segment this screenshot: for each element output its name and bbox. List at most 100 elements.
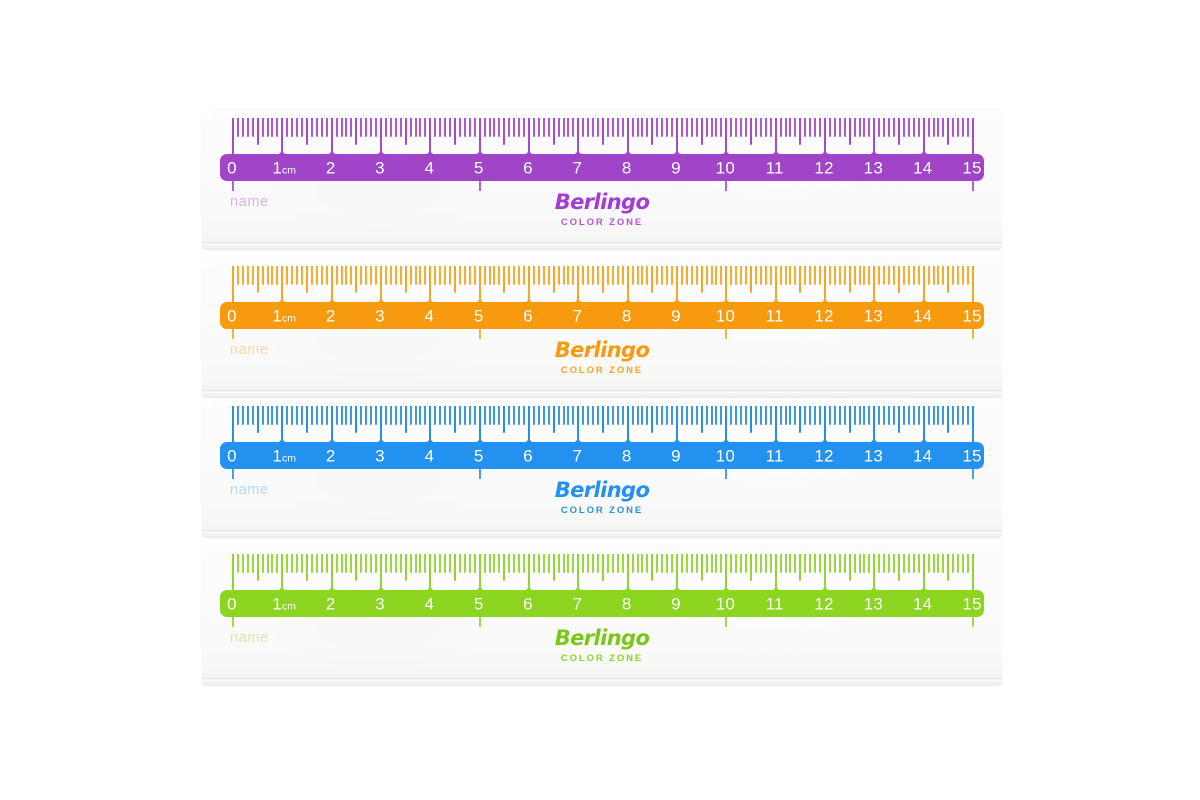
tick-mm [384, 406, 387, 425]
tick-mm [523, 266, 526, 285]
scale-number-12: 12 [814, 307, 833, 324]
brand-tagline: COLOR ZONE [560, 365, 644, 376]
tick-mm [389, 406, 392, 425]
tick-half-cm [306, 266, 308, 293]
undertick-5cm [478, 617, 481, 627]
tick-mm [493, 266, 496, 285]
tick-mm [656, 118, 659, 137]
tick-half-cm [947, 266, 950, 293]
scale-number-13: 13 [864, 307, 883, 324]
scale-number-11: 11 [766, 159, 784, 176]
tick-mm [409, 118, 412, 137]
ruler-orange: 0 1cm 2 3 4 5 6 7 8 9 10 11 12 13 14 15 name Berlingo COLO… [202, 258, 1002, 398]
tick-mm [917, 406, 920, 425]
scale-number-value: 9 [671, 306, 681, 325]
tick-mm [266, 118, 269, 137]
tick-mm [542, 406, 545, 425]
tick-mm [735, 406, 738, 425]
brand-logo: Berlingo COLOR ZONE [555, 628, 650, 664]
tick-mm [764, 406, 767, 425]
undertick-10cm [725, 617, 728, 627]
tick-mm [804, 266, 807, 285]
scale-number-value: 6 [523, 446, 533, 465]
tick-mm [611, 554, 614, 573]
scale-number-value: 10 [715, 158, 735, 177]
scale-number-value: 13 [863, 594, 883, 613]
tick-mm [518, 554, 521, 573]
tick-mm [661, 118, 664, 137]
tick-mm [513, 266, 516, 285]
scale-number-10: 10 [716, 307, 735, 324]
tick-cm [626, 406, 629, 444]
tick-mm [439, 554, 442, 573]
tick-half-cm [651, 406, 654, 433]
tick-mm [335, 118, 338, 137]
tick-mm [606, 266, 609, 285]
tick-mm [236, 266, 239, 285]
scale-number-value: 4 [424, 446, 435, 465]
tick-mm [399, 554, 402, 573]
ruler-corner-notch [202, 546, 211, 555]
tick-mm [730, 554, 733, 573]
tick-mm [828, 406, 831, 425]
scale-number-1: 1cm [272, 447, 296, 464]
tick-mm [562, 266, 565, 285]
tick-half-cm [454, 118, 456, 145]
scale-number-4: 4 [425, 307, 435, 324]
tick-mm [567, 406, 570, 425]
tick-mm [769, 118, 772, 137]
tick-half-cm [750, 266, 752, 293]
tick-mm [631, 118, 634, 137]
tick-mm [592, 118, 595, 137]
tick-mm [557, 118, 560, 137]
tick-mm [745, 554, 748, 573]
tick-mm [759, 406, 762, 425]
tick-mm [927, 554, 930, 573]
scale-unit-label: cm [281, 164, 296, 176]
tick-mm [804, 118, 807, 137]
brand-wordmark: Berlingo [554, 338, 650, 362]
tick-mm [532, 266, 535, 285]
tick-half-cm [750, 118, 752, 145]
tick-mm [276, 554, 279, 573]
tick-mm [449, 554, 452, 573]
tick-mm [463, 406, 466, 425]
tick-cm [676, 406, 678, 444]
scale-number-value: 15 [962, 446, 982, 465]
tick-mm [434, 118, 437, 137]
scale-number-value: 5 [473, 446, 484, 465]
tick-cm [281, 118, 284, 156]
tick-mm [769, 406, 772, 425]
tick-mm [493, 118, 496, 137]
tick-mm [730, 266, 733, 285]
tick-mm [424, 118, 427, 137]
tick-mm [715, 554, 718, 573]
tick-half-cm [700, 554, 703, 581]
tick-mm [582, 554, 585, 573]
brand-logo: Berlingo COLOR ZONE [555, 192, 650, 228]
tick-mm [498, 406, 501, 425]
tick-half-cm [947, 118, 950, 145]
tick-mm [858, 118, 861, 137]
tick-mm [582, 406, 585, 425]
scale-number-6: 6 [523, 307, 533, 324]
tick-mm [557, 554, 560, 573]
tick-mm [537, 406, 540, 425]
scale-number-9: 9 [671, 307, 681, 324]
tick-mm [271, 266, 274, 285]
tick-half-cm [848, 554, 851, 581]
tick-mm [301, 118, 304, 137]
tick-mm [656, 554, 659, 573]
scale-number-value: 8 [621, 594, 632, 613]
tick-mm [384, 554, 387, 573]
scale-number-2: 2 [326, 595, 336, 612]
tick-mm [838, 554, 841, 573]
tick-mm [483, 266, 486, 285]
tick-mm [301, 406, 304, 425]
tick-mm [444, 266, 447, 285]
scale-number-value: 10 [715, 594, 735, 613]
tick-cm [380, 406, 382, 444]
tick-mm [513, 118, 516, 137]
tick-cm [330, 554, 333, 592]
tick-cm [281, 266, 284, 304]
